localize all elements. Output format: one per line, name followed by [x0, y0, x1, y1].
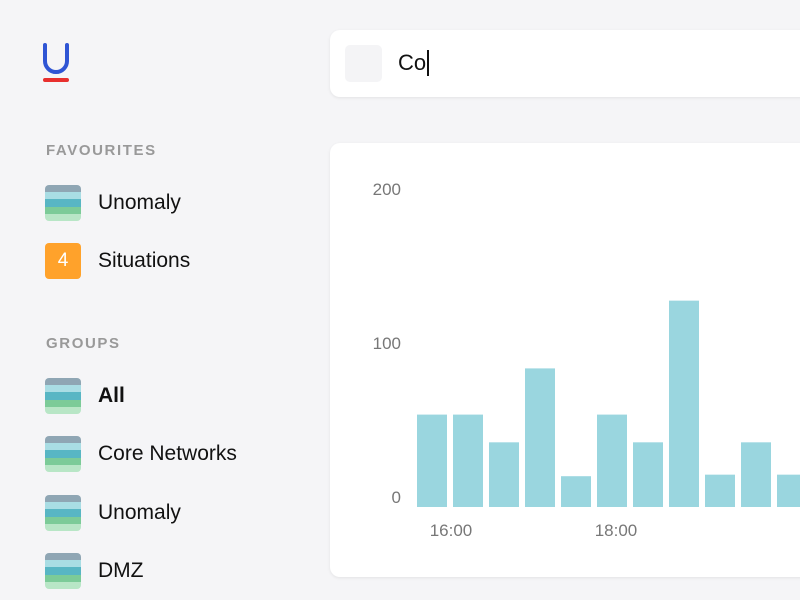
group-item-dmz[interactable]: DMZ — [45, 553, 144, 589]
favourite-item-situations[interactable]: 4 Situations — [45, 243, 190, 279]
bar — [633, 442, 663, 507]
favourites-heading: FAVOURITES — [46, 142, 157, 159]
favourite-item-unomaly[interactable]: Unomaly — [45, 185, 181, 221]
bar — [669, 300, 699, 507]
unomaly-logo — [43, 43, 69, 82]
item-label: DMZ — [98, 559, 144, 582]
item-label: Unomaly — [98, 191, 181, 214]
bar — [561, 476, 591, 507]
bar — [741, 442, 771, 507]
bar — [453, 414, 483, 507]
group-stripes-icon — [45, 378, 81, 414]
group-stripes-icon — [45, 553, 81, 589]
group-item-core-networks[interactable]: Core Networks — [45, 436, 237, 472]
group-stripes-icon — [45, 495, 81, 531]
bar — [597, 414, 627, 507]
bar — [705, 474, 735, 507]
group-stripes-icon — [45, 436, 81, 472]
group-stripes-icon — [45, 185, 81, 221]
y-tick-label: 0 — [392, 488, 401, 507]
item-label: Core Networks — [98, 442, 237, 465]
bar — [525, 368, 555, 507]
y-tick-label: 200 — [373, 180, 401, 199]
x-tick-label: 18:00 — [595, 521, 638, 540]
x-tick-label: 16:00 — [430, 521, 473, 540]
chart-card: 0 100 200 16:00 18:00 — [330, 143, 800, 577]
group-item-unomaly[interactable]: Unomaly — [45, 495, 181, 531]
groups-heading: GROUPS — [46, 335, 121, 352]
item-label: Unomaly — [98, 501, 181, 524]
bar-chart: 0 100 200 16:00 18:00 — [373, 180, 800, 540]
y-tick-label: 100 — [373, 334, 401, 353]
search-input[interactable]: Co — [398, 50, 430, 76]
bar — [417, 414, 447, 507]
search-bar[interactable]: Co — [330, 30, 800, 97]
bar — [777, 474, 800, 507]
item-label: All — [98, 384, 125, 407]
group-item-all[interactable]: All — [45, 378, 125, 414]
situations-count-badge: 4 — [45, 243, 81, 279]
bar — [489, 442, 519, 507]
item-label: Situations — [98, 249, 191, 272]
search-icon-placeholder — [345, 45, 382, 82]
